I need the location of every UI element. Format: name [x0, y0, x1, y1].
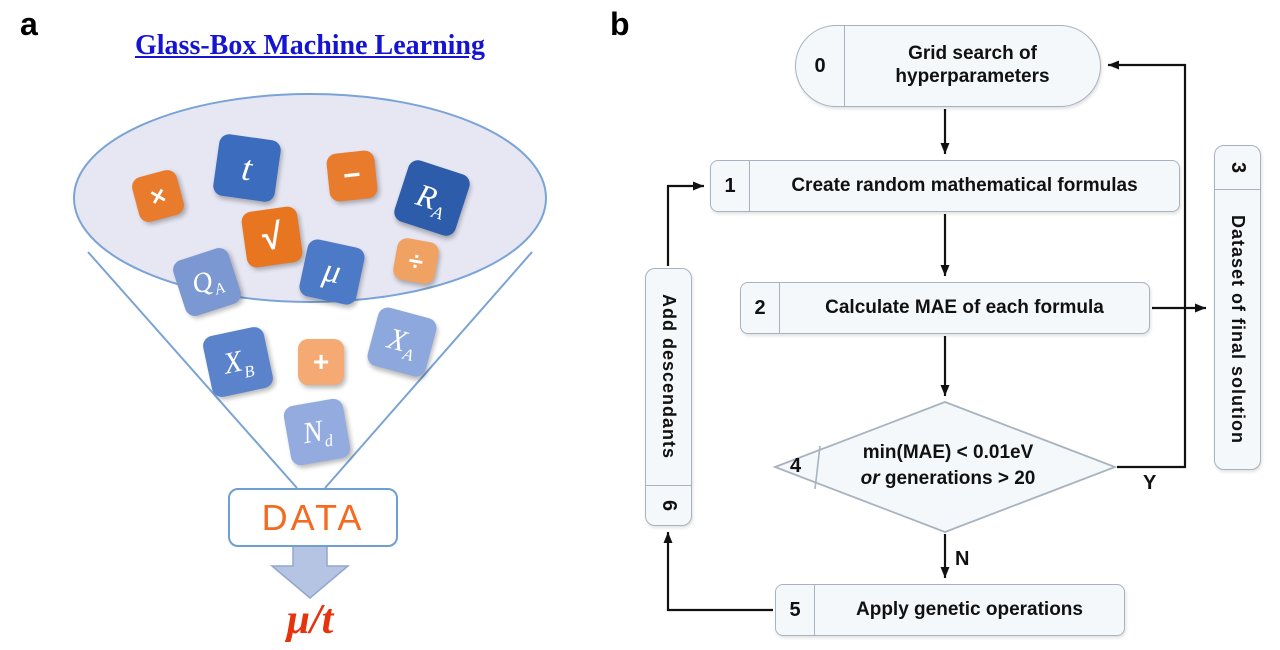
data-box-label: DATA	[261, 496, 365, 538]
panel-a-label: a	[20, 6, 38, 42]
node-number: 1	[711, 161, 750, 211]
edge-label-no: N	[955, 548, 970, 570]
node-label: Apply genetic operations	[856, 598, 1083, 620]
flow-node-create-formulas: 1 Create random mathematical formulas	[710, 160, 1180, 212]
node-label: Create random mathematical formulas	[791, 174, 1138, 196]
decision-diamond	[772, 401, 1118, 533]
tile-plus: +	[298, 339, 344, 385]
node-number: 5	[776, 585, 815, 635]
flow-node-genetic-operations: 5 Apply genetic operations	[775, 584, 1125, 636]
decision-line1: min(MAE) < 0.01eV	[862, 442, 1034, 463]
funnel-left-side	[87, 251, 298, 489]
decision-node-number: 4	[790, 455, 802, 477]
flow-node-add-descendants: Add descendants 6	[645, 268, 692, 526]
edge-label-yes: Y	[1143, 472, 1157, 494]
node-label: Add descendants	[659, 294, 679, 460]
arrow-n4-yes-to-n0	[1108, 60, 1187, 469]
panel-b-label: b	[610, 6, 630, 42]
node-label: Grid search of hyperparameters	[895, 43, 1050, 87]
flow-node-final-dataset: 3 Dataset of final solution	[1214, 145, 1261, 470]
node-number: 2	[741, 283, 780, 333]
tile-symbol: +	[312, 346, 330, 377]
data-box: DATA	[228, 488, 398, 547]
flow-node-grid-search: 0 Grid search of hyperparameters	[795, 25, 1101, 107]
arrow-n6-to-n1	[666, 181, 704, 266]
node-label: Calculate MAE of each formula	[825, 296, 1104, 318]
decision-line2: generations > 20	[879, 467, 1036, 489]
node-number: 3	[1215, 146, 1260, 190]
down-block-arrow	[269, 545, 351, 599]
decision-node-label: min(MAE) < 0.01eV or generations > 20	[828, 440, 1068, 491]
flow-node-calculate-mae: 2 Calculate MAE of each formula	[740, 282, 1150, 334]
node-label: Dataset of final solution	[1228, 214, 1248, 444]
decision-or: or	[860, 467, 880, 489]
arrow-n5-to-n6	[663, 532, 773, 612]
funnel-right-side	[324, 251, 533, 489]
panel-a-title: Glass-Box Machine Learning	[134, 30, 485, 61]
output-formula: μ/t	[286, 597, 334, 643]
node-number: 6	[646, 485, 691, 525]
node-number: 0	[796, 26, 845, 106]
decision-number-divider	[814, 445, 821, 490]
